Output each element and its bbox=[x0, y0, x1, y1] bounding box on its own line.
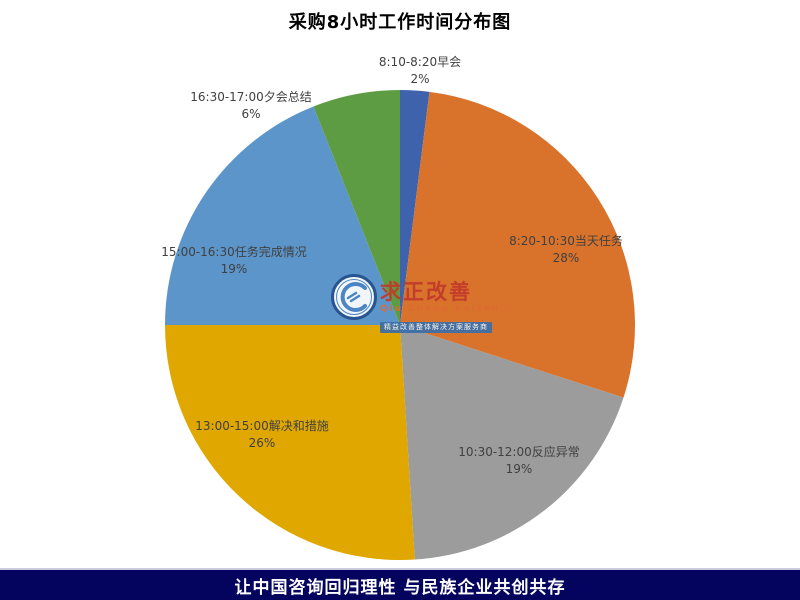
slice-percent-text: 6% bbox=[241, 107, 261, 121]
slice-category-text: 10:30-12:00反应异常 bbox=[458, 445, 580, 459]
slice-percent-text: 2% bbox=[410, 72, 430, 86]
company-watermark: 求正改善 Qiu Zheng kaizen 精益改善整体解决方案服务商 bbox=[331, 274, 500, 333]
pie-slice-0 bbox=[400, 90, 430, 325]
footer-banner: 让中国咨询回归理性 与民族企业共创共存 bbox=[0, 568, 800, 600]
pie-slice-label-0: 8:10-8:20早会 2% bbox=[379, 54, 461, 88]
slice-percent-text: 28% bbox=[552, 251, 580, 265]
slice-category-text: 8:10-8:20早会 bbox=[378, 55, 462, 69]
slice-category-text: 13:00-15:00解决和措施 bbox=[195, 419, 329, 433]
pie-slice-label-1: 8:20-10:30当天任务 28% bbox=[509, 233, 623, 267]
watermark-brand: 求正改善 bbox=[380, 280, 472, 304]
pie-slice-label-4: 15:00-16:30任务完成情况 19% bbox=[161, 244, 307, 278]
footer-text: 让中国咨询回归理性 与民族企业共创共存 bbox=[234, 577, 566, 598]
slice-category-text: 8:20-10:30当天任务 bbox=[509, 234, 623, 248]
pie-slice-label-2: 10:30-12:00反应异常 19% bbox=[458, 444, 580, 478]
slice-percent-text: 19% bbox=[505, 462, 533, 476]
slice-category-text: 16:30-17:00夕会总结 bbox=[190, 90, 312, 104]
pie-svg bbox=[165, 90, 635, 560]
pie-slice-label-3: 13:00-15:00解决和措施 26% bbox=[195, 418, 329, 452]
watermark-latin: Qiu Zheng kaizen bbox=[380, 304, 501, 314]
slice-category-text: 15:00-16:30任务完成情况 bbox=[161, 245, 307, 259]
slice-percent-text: 19% bbox=[220, 262, 248, 276]
slice-percent-text: 26% bbox=[248, 436, 276, 450]
watermark-tagline: 精益改善整体解决方案服务商 bbox=[380, 322, 492, 333]
pie-slice-5 bbox=[313, 90, 400, 325]
company-logo-icon bbox=[331, 274, 377, 320]
pie-chart: 8:10-8:20早会 2% 8:20-10:30当天任务 28% 10:30-12:0… bbox=[161, 54, 635, 560]
pie-slice-1 bbox=[400, 91, 635, 398]
pie-slice-4 bbox=[165, 106, 400, 325]
pie-slice-label-5: 16:30-17:00夕会总结 6% bbox=[190, 89, 312, 123]
pie-slice-2 bbox=[400, 325, 624, 560]
pie-slice-3 bbox=[165, 325, 415, 560]
watermark-text-block: 求正改善 Qiu Zheng kaizen 精益改善整体解决方案服务商 bbox=[380, 282, 500, 333]
chart-title: 采购8小时工作时间分布图 bbox=[288, 12, 512, 33]
